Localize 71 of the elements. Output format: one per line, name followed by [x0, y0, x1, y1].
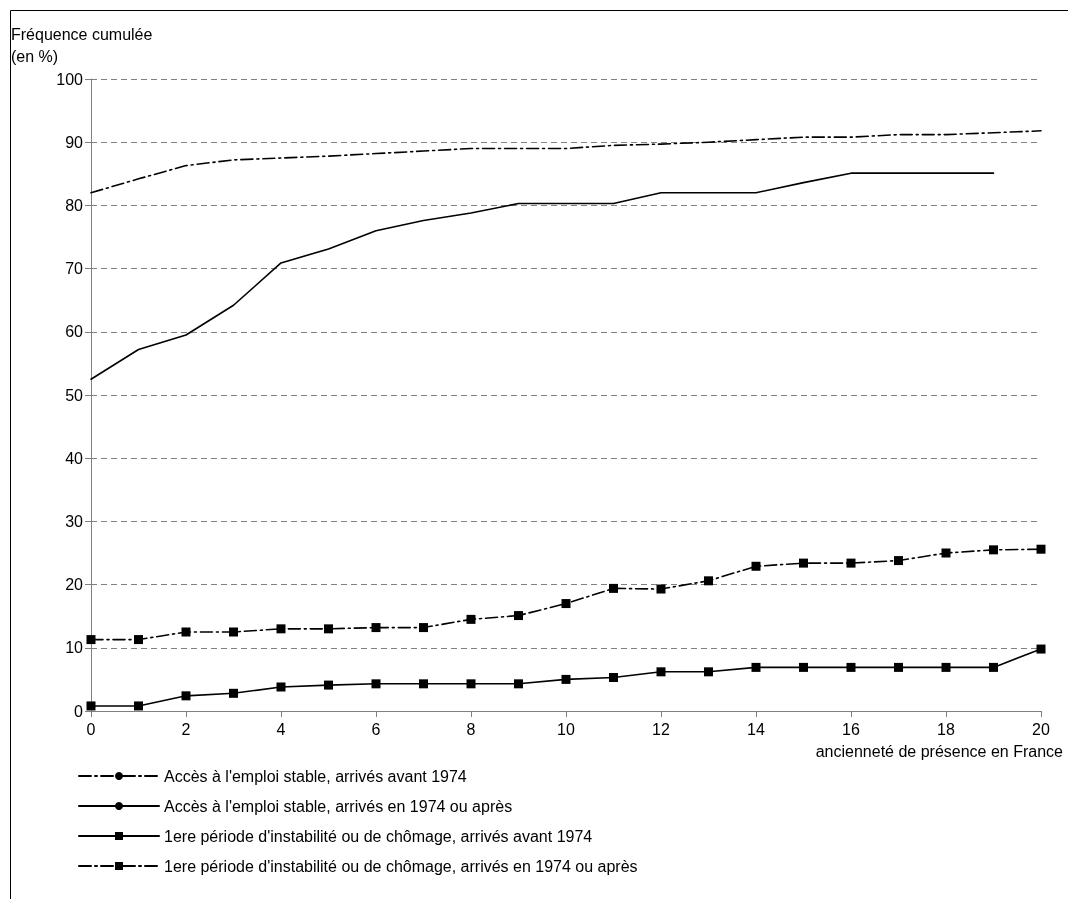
x-tick-label: 12 [652, 720, 670, 738]
point [656, 584, 666, 594]
point [894, 662, 903, 672]
point [989, 662, 998, 672]
point [799, 558, 808, 568]
point [324, 680, 333, 690]
point [1036, 644, 1046, 654]
point [1036, 544, 1046, 554]
point [371, 623, 381, 633]
y-tick-label: 10 [65, 639, 84, 657]
x-tick-label: 8 [466, 720, 476, 738]
y-tick-label: 100 [56, 70, 84, 88]
point [514, 679, 523, 689]
y-tick-label: 30 [65, 512, 84, 530]
x-tick-label: 10 [557, 720, 575, 738]
point [561, 674, 571, 684]
y-axis-title: Fréquence cumulée (en %) [11, 25, 153, 65]
point [276, 682, 286, 692]
x-tick-label: 0 [86, 720, 96, 738]
x-tick-label: 16 [842, 720, 860, 738]
line-series [90, 130, 1042, 194]
point [609, 583, 618, 593]
point [134, 701, 143, 711]
point [86, 635, 96, 645]
point [371, 679, 381, 689]
point [989, 545, 998, 555]
point [894, 556, 903, 566]
point [276, 624, 286, 634]
legend-label: 1ere période d'instabilité ou de chômage, arrivés avant 1974 [164, 827, 593, 845]
point [324, 624, 333, 634]
legend-label: Accès à l'emploi stable, arrivés en 1974 ou après [164, 797, 513, 815]
y-tick-label: 60 [65, 323, 84, 341]
point [134, 635, 143, 645]
legend-label: Accès à l'emploi stable, arrivés avant 1974 [164, 767, 467, 785]
x-tick-label: 6 [371, 720, 381, 738]
point [609, 673, 618, 682]
point [466, 614, 476, 624]
point [846, 662, 856, 672]
x-tick-label: 18 [937, 720, 955, 738]
point [941, 662, 951, 672]
point [846, 558, 856, 568]
point [799, 662, 808, 672]
point [419, 623, 428, 633]
point [704, 667, 713, 677]
point [941, 548, 951, 558]
x-tick-label: 4 [276, 720, 286, 738]
legend-label: 1ere période d'instabilité ou de chômage, arrivés en 1974 ou après [164, 857, 638, 875]
point [419, 679, 428, 689]
point [656, 667, 666, 677]
y-tick-label: 70 [65, 260, 84, 278]
x-tick-label: 2 [181, 720, 191, 738]
point [229, 627, 238, 637]
y-tick-label: 20 [65, 576, 84, 594]
point [704, 576, 713, 586]
y-tick-label: 0 [74, 702, 84, 720]
x-axis-title: ancienneté de présence en France [815, 742, 1064, 760]
point [181, 691, 191, 701]
point [181, 627, 191, 637]
x-tick-label: 14 [747, 720, 765, 738]
point [514, 611, 523, 621]
point [466, 679, 476, 689]
y-tick-label: 80 [65, 196, 84, 214]
y-tick-label: 90 [65, 133, 84, 151]
point [751, 561, 761, 571]
y-tick-label: 40 [65, 449, 84, 467]
point [751, 662, 761, 672]
point [229, 688, 238, 698]
line-series [90, 172, 995, 380]
point [561, 599, 571, 609]
x-tick-label: 20 [1032, 720, 1050, 738]
y-tick-label: 50 [65, 386, 84, 404]
